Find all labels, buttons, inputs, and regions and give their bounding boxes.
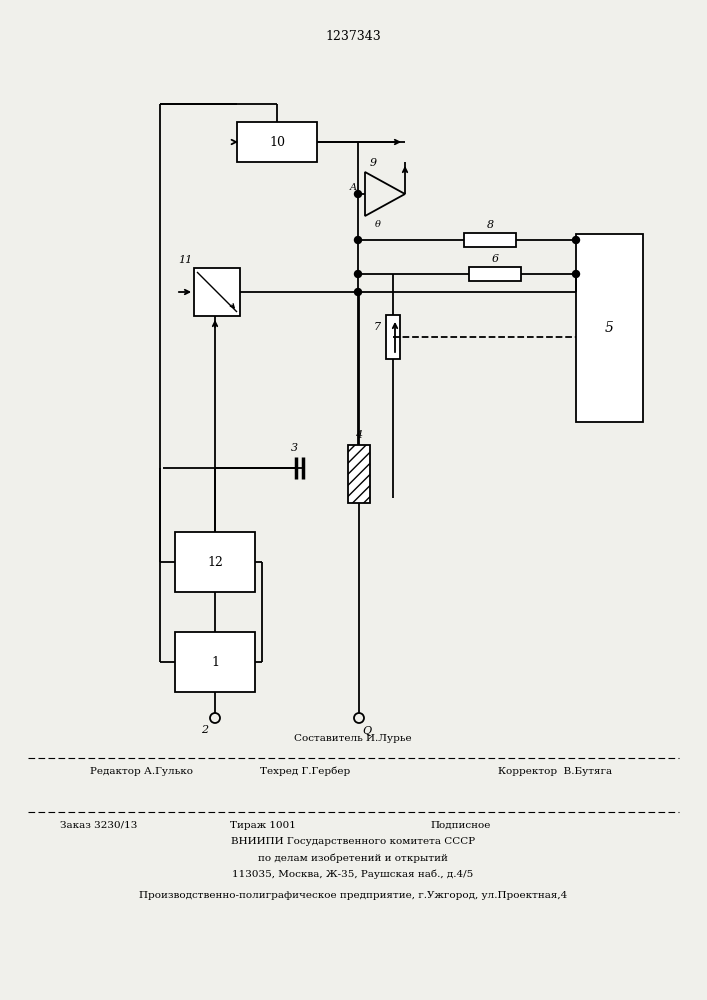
Text: Редактор А.Гулько: Редактор А.Гулько [90, 766, 193, 776]
Text: 5: 5 [604, 321, 614, 335]
Bar [576, 234, 643, 422]
Text: 1: 1 [211, 656, 219, 668]
Text: Составитель И.Лурье: Составитель И.Лурье [294, 734, 411, 743]
Circle shape [354, 288, 361, 296]
Text: Производственно-полиграфическое предприятие, г.Ужгород, ул.Проектная,4: Производственно-полиграфическое предприя… [139, 892, 567, 900]
Text: 6: 6 [491, 254, 498, 264]
Circle shape [354, 270, 361, 277]
Text: 2: 2 [201, 725, 208, 735]
Circle shape [354, 190, 361, 198]
Text: ВНИИПИ Государственного комитета СССР: ВНИИПИ Государственного комитета СССР [231, 838, 475, 846]
Text: Подписное: Подписное [430, 820, 491, 830]
Text: Тираж 1001: Тираж 1001 [230, 820, 296, 830]
Text: 11: 11 [177, 255, 192, 265]
Text: 7: 7 [374, 322, 381, 332]
Text: θ: θ [375, 220, 381, 229]
Bar [386, 315, 400, 359]
Text: 12: 12 [207, 556, 223, 568]
Bar [464, 233, 516, 247]
Bar [469, 267, 521, 281]
Text: 113035, Москва, Ж-35, Раушская наб., д.4/5: 113035, Москва, Ж-35, Раушская наб., д.4… [233, 869, 474, 879]
Text: 10: 10 [269, 135, 285, 148]
Bar [175, 532, 255, 592]
Text: 8: 8 [486, 220, 493, 230]
Bar [194, 268, 240, 316]
Circle shape [354, 236, 361, 243]
Bar [348, 445, 370, 503]
Text: по делам изобретений и открытий: по делам изобретений и открытий [258, 853, 448, 863]
Text: 4: 4 [356, 430, 363, 440]
Text: Q: Q [362, 726, 371, 736]
Text: Техред Г.Гербер: Техред Г.Гербер [260, 766, 350, 776]
Text: 1237343: 1237343 [325, 30, 381, 43]
Circle shape [573, 270, 580, 277]
Text: 9: 9 [370, 158, 377, 168]
Text: Корректор  В.Бутяга: Корректор В.Бутяга [498, 766, 612, 776]
Text: A: A [349, 183, 356, 192]
Bar [175, 632, 255, 692]
Circle shape [573, 236, 580, 243]
Bar [237, 122, 317, 162]
Text: Заказ 3230/13: Заказ 3230/13 [60, 820, 137, 830]
Text: 3: 3 [291, 443, 298, 453]
